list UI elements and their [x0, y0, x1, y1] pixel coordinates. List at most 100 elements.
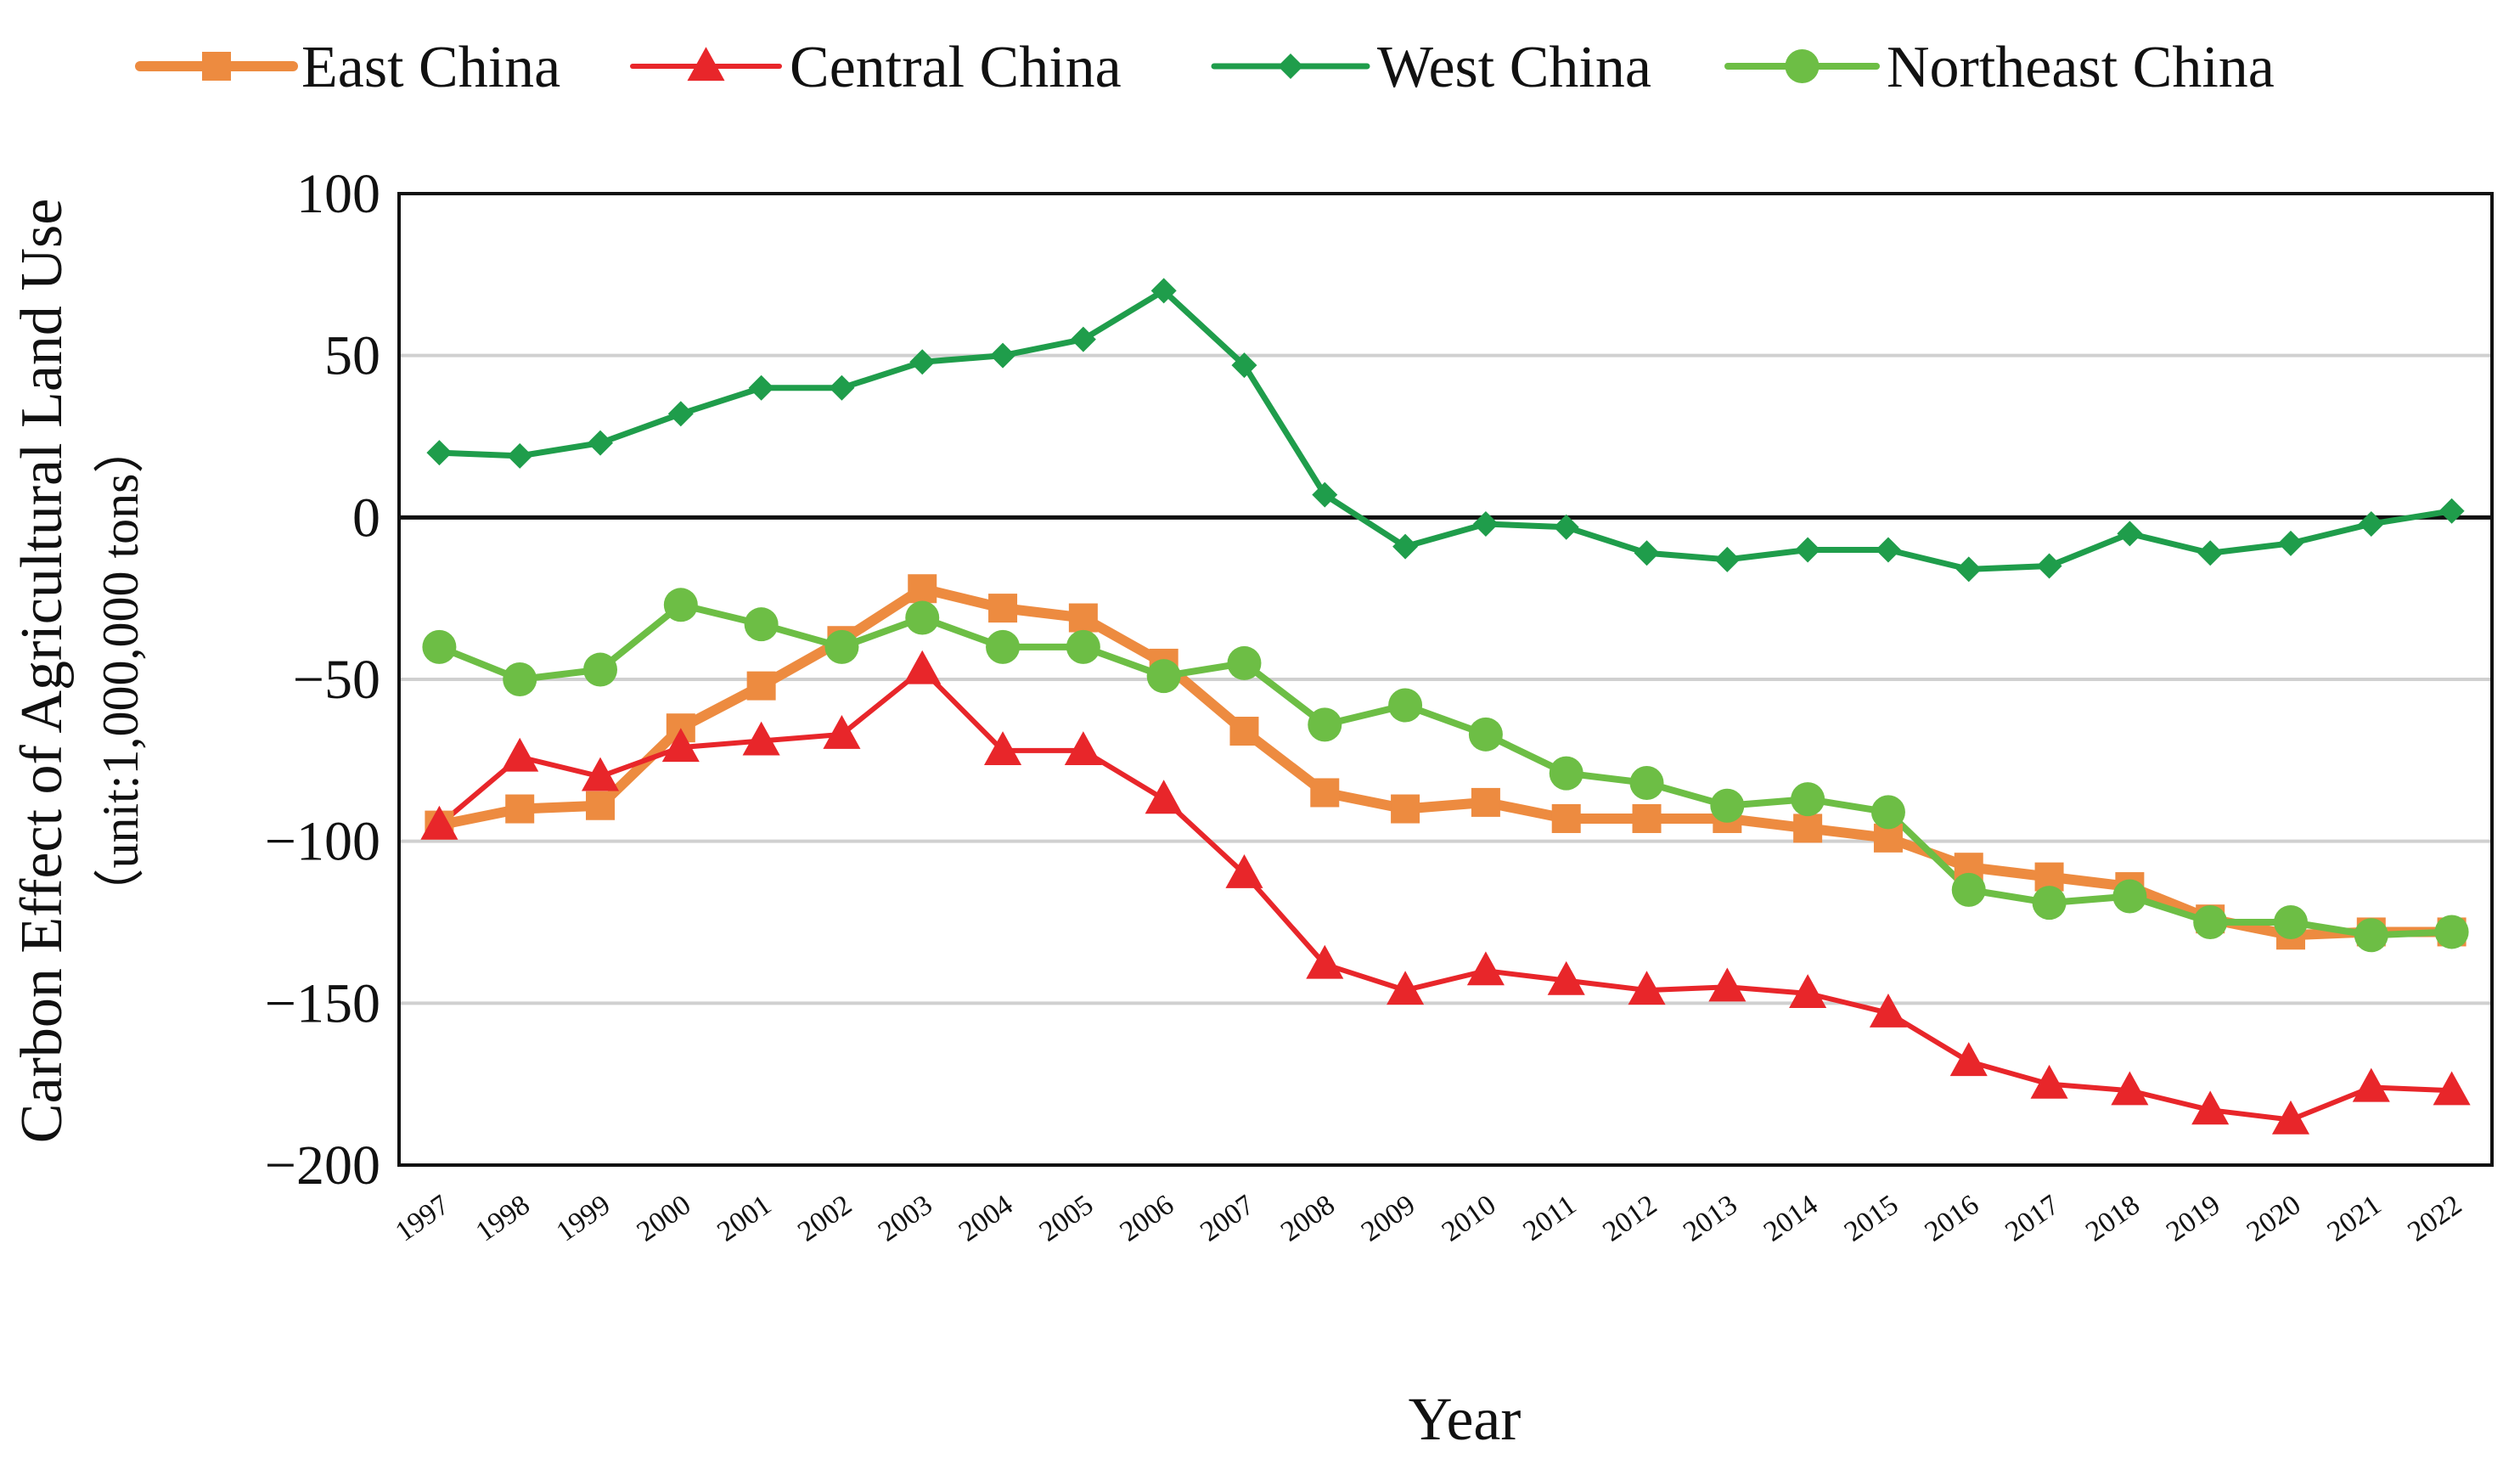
x-axis-title: Year	[1409, 1385, 1522, 1453]
west-china-line	[436, 287, 2455, 572]
west-china-point	[507, 442, 533, 469]
northeast-china-point	[503, 662, 537, 696]
northeast-china-point	[2193, 905, 2228, 939]
central-china-point	[1949, 1042, 1988, 1077]
central-china-point	[1225, 854, 1263, 888]
legend-swatch-marker	[687, 47, 725, 82]
east-china-point	[1793, 814, 1823, 843]
central-china-point	[1466, 951, 1505, 986]
y-axis-title-line1: Carbon Effect of Agricultural Land Use	[9, 199, 75, 1144]
x-axis-ticks: 1997 1998 1999 2000 2001 2002 2003 2004 2005 2006…	[390, 1189, 2467, 1247]
northeast-china-point	[1710, 788, 1745, 823]
x-tick-label: 1998	[470, 1189, 536, 1247]
west-china-point	[1231, 352, 1257, 379]
x-tick-label: 2022	[2402, 1189, 2467, 1247]
east-china-point	[1229, 717, 1259, 746]
legend-item-west-china: West China	[1211, 35, 1651, 100]
x-tick-label: 2021	[2321, 1189, 2387, 1247]
northeast-china-point	[2032, 886, 2067, 921]
central-china-point	[984, 731, 1022, 765]
west-china-point	[2036, 553, 2062, 579]
northeast-china-point	[905, 600, 940, 635]
x-tick-label: 2012	[1597, 1189, 1662, 1247]
legend-label: East China	[301, 35, 560, 100]
x-tick-label: 2004	[953, 1189, 1019, 1247]
central-china-point	[903, 650, 942, 684]
northeast-china-point	[1629, 766, 1664, 801]
northeast-china-point	[583, 652, 618, 687]
central-china-point	[1145, 780, 1183, 814]
east-china-point	[1471, 787, 1500, 817]
central-china-point	[823, 715, 861, 749]
northeast-china-point	[2434, 915, 2469, 949]
y-tick-label: 100	[296, 163, 380, 225]
central-china-point	[1547, 960, 1585, 995]
legend-item-east-china: East China	[135, 35, 560, 100]
central-china-point	[2191, 1090, 2230, 1125]
x-tick-label: 2013	[1678, 1189, 1743, 1247]
northeast-china-point	[744, 607, 779, 642]
west-china-point	[990, 342, 1016, 369]
legend-label: Central China	[790, 35, 1122, 100]
west-china-point	[909, 349, 936, 375]
west-china-point	[1634, 540, 1660, 566]
west-china-point	[1392, 533, 1419, 560]
northeast-china-point	[663, 588, 698, 622]
x-tick-label: 2010	[1437, 1189, 1502, 1247]
west-china-point	[2197, 540, 2224, 566]
central-china-point	[2352, 1067, 2390, 1102]
east-china-point	[1310, 778, 1340, 808]
x-tick-label: 2001	[712, 1189, 777, 1247]
northeast-china-point	[2273, 905, 2308, 939]
central-china-point	[581, 757, 620, 791]
x-tick-label: 2015	[1839, 1189, 1904, 1247]
x-tick-label: 2020	[2242, 1189, 2307, 1247]
east-china-point	[586, 791, 616, 820]
central-china-point	[2433, 1071, 2471, 1106]
northeast-china-point	[1227, 645, 1262, 680]
legend: East China Central China West China Northea…	[135, 35, 2275, 100]
northeast-china-point	[986, 629, 1021, 664]
legend-label: Northeast China	[1887, 35, 2275, 100]
central-china-point	[1869, 993, 1907, 1028]
central-china-point	[420, 805, 458, 840]
x-tick-label: 2016	[1919, 1189, 1984, 1247]
northeast-china-point	[824, 629, 859, 664]
y-axis-ticks: 100 50 0 −50 −100 −150 −200	[265, 163, 380, 1197]
x-tick-label: 2008	[1275, 1189, 1341, 1247]
west-china-point	[2358, 510, 2384, 537]
plot-area-frame	[397, 192, 2494, 1167]
west-china-point	[1875, 537, 1901, 563]
series-lines	[434, 287, 2457, 1123]
east-china-point	[746, 671, 776, 701]
series-markers	[420, 278, 2471, 1135]
west-china-point	[1312, 481, 1338, 508]
northeast-china-point	[1146, 659, 1181, 694]
y-tick-label: 0	[352, 487, 380, 549]
x-tick-label: 1997	[390, 1189, 455, 1247]
central-china-point	[1064, 731, 1102, 765]
west-china-point	[1955, 556, 1982, 583]
northeast-china-point	[1468, 717, 1503, 752]
east-china-point	[1632, 803, 1662, 833]
west-china-point	[667, 401, 694, 427]
west-china-point	[426, 440, 453, 466]
west-china-point	[588, 430, 614, 456]
east-china-point	[505, 794, 535, 824]
northeast-china-point	[2354, 918, 2388, 953]
x-tick-label: 1999	[551, 1189, 616, 1247]
west-china-point	[2438, 498, 2465, 524]
y-axis-unit: （unit:1,000,000 tons）	[93, 422, 149, 919]
legend-item-central-china: Central China	[630, 35, 1122, 100]
central-china-point	[1708, 967, 1747, 1002]
west-china-point	[2117, 521, 2143, 547]
northeast-china-point	[2112, 879, 2147, 914]
y-tick-label: −100	[265, 811, 380, 873]
east-china-point	[988, 594, 1018, 623]
east-china-point	[1551, 803, 1581, 833]
x-tick-label: 2014	[1758, 1189, 1824, 1247]
northeast-china-point	[1870, 795, 1905, 830]
central-china-point	[1628, 971, 1666, 1005]
x-tick-label: 2005	[1034, 1189, 1100, 1247]
